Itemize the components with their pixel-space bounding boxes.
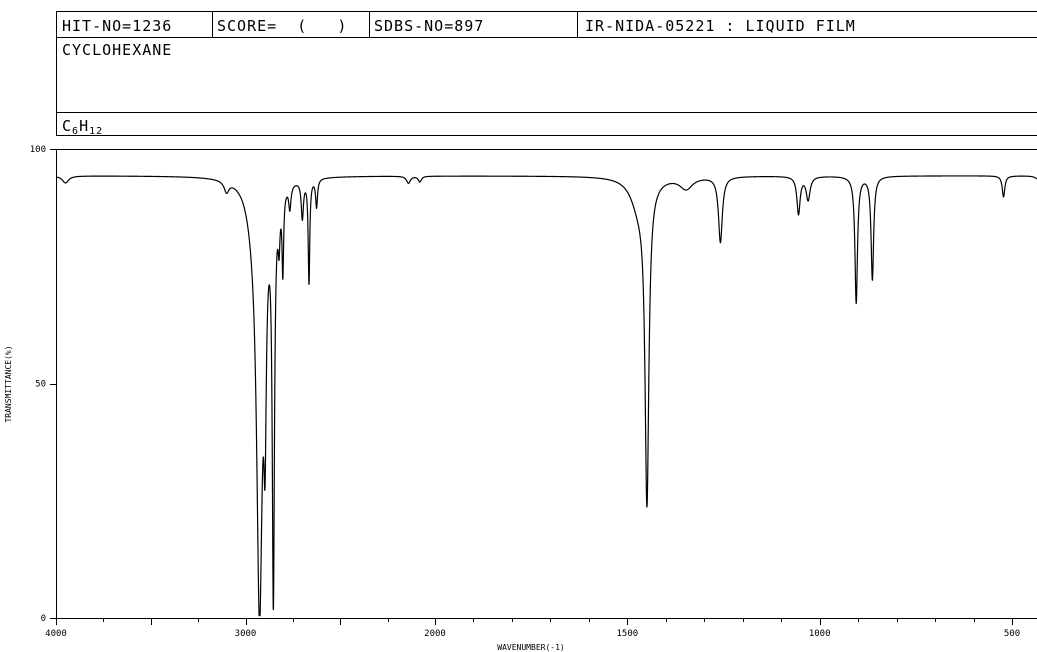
sdbs-number: SDBS-NO=897 xyxy=(374,17,484,35)
plot-frame xyxy=(56,149,1037,619)
score-field: SCORE= ( ) xyxy=(217,17,347,35)
hit-number: HIT-NO=1236 xyxy=(62,17,172,35)
y-tick-label: 0 xyxy=(41,614,46,624)
axis-ticks xyxy=(50,149,1013,625)
molecular-formula: C6H12 xyxy=(62,117,103,137)
x-tick-label: 2000 xyxy=(424,629,446,639)
y-tick-label: 50 xyxy=(35,380,46,390)
y-tick-label: 100 xyxy=(30,145,46,155)
y-axis-label: TRANSMITTANCE(%) xyxy=(4,345,13,422)
x-tick-label: 1500 xyxy=(616,629,638,639)
spectrum-line xyxy=(55,175,1037,617)
compound-name: CYCLOHEXANE xyxy=(62,41,172,59)
x-tick-label: 3000 xyxy=(235,629,257,639)
axis-tick-labels: 4000 3000 2000 1500 1000 500 0 50 100 xyxy=(30,145,1020,639)
ir-code-and-method: IR-NIDA-05221 : LIQUID FILM xyxy=(585,17,856,35)
header-panel xyxy=(56,11,1037,136)
x-tick-label: 4000 xyxy=(45,629,67,639)
x-tick-label: 1000 xyxy=(809,629,831,639)
x-axis-label: WAVENUMBER(-1) xyxy=(497,643,564,652)
x-tick-label: 500 xyxy=(1004,629,1020,639)
